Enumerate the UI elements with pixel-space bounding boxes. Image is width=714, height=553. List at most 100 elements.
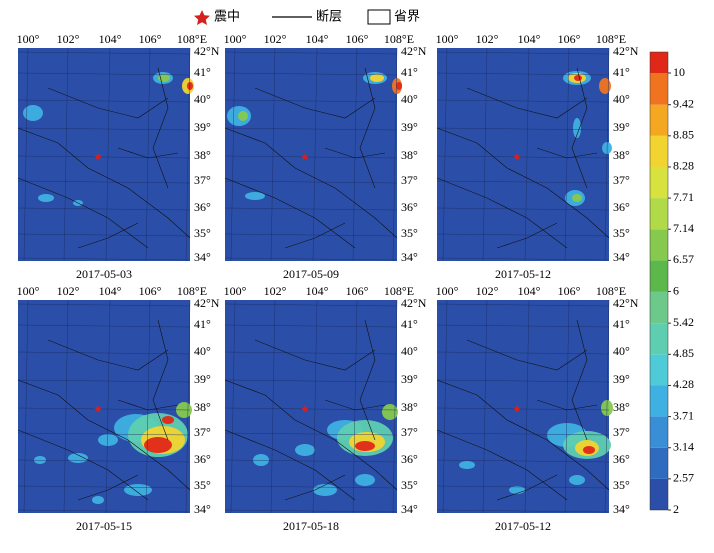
lon-label: 106°	[139, 32, 162, 46]
fault-line	[436, 177, 568, 249]
parallel	[224, 127, 398, 131]
map-panel: 100° 102° 104° 106° 108°E42°N 41° 40° 39° 38° 37°…	[436, 32, 639, 281]
epicenter	[513, 405, 521, 413]
fault-line	[47, 339, 169, 371]
parallel	[436, 509, 610, 513]
parallel	[17, 407, 191, 411]
anomaly	[370, 74, 384, 82]
fault-line	[536, 399, 598, 411]
lon-label: 100°	[436, 284, 459, 298]
anomaly	[124, 484, 152, 496]
parallel	[436, 324, 610, 328]
anomaly	[396, 82, 402, 90]
colorbar-label: 4.28	[673, 377, 694, 391]
panel-date: 2017-05-03	[76, 267, 132, 281]
parallel	[436, 485, 610, 489]
parallel	[17, 155, 191, 159]
lat-label: 37°	[401, 173, 418, 187]
lon-label: 104°	[306, 32, 329, 46]
fault-line	[254, 87, 376, 119]
parallel	[224, 99, 398, 103]
fault-line	[359, 319, 376, 441]
lat-label: 35°	[401, 226, 418, 240]
lon-label: 108°E	[177, 32, 207, 46]
colorbar-segment	[650, 135, 668, 167]
colorbar-label: 4.85	[673, 346, 694, 360]
fault-line	[571, 319, 588, 441]
colorbar-label: 9.42	[673, 96, 694, 110]
meridian	[442, 47, 448, 262]
parallel	[17, 72, 191, 76]
colorbar-label: 7.71	[673, 190, 694, 204]
fault-line	[17, 127, 191, 239]
lon-label: 106°	[346, 32, 369, 46]
meridian	[564, 47, 570, 262]
fault-line	[496, 222, 558, 249]
parallel	[436, 127, 610, 131]
lat-label: 42°N	[613, 44, 639, 58]
lat-label: 39°	[401, 372, 418, 386]
epicenter	[513, 153, 521, 161]
fault-line	[284, 222, 346, 249]
meridian	[185, 299, 191, 514]
anomaly	[313, 484, 337, 496]
lon-label: 108°E	[596, 284, 626, 298]
fault-line	[224, 379, 398, 491]
lat-label: 38°	[401, 400, 418, 414]
panel-date: 2017-05-12	[495, 519, 551, 533]
meridian	[23, 47, 29, 262]
anomaly	[509, 486, 525, 494]
meridian	[145, 299, 151, 514]
lon-label: 108°E	[384, 284, 414, 298]
parallel	[17, 485, 191, 489]
lat-label: 40°	[613, 92, 630, 106]
parallel	[224, 459, 398, 463]
lat-label: 38°	[194, 148, 211, 162]
anomaly	[162, 416, 174, 424]
lat-label: 40°	[613, 344, 630, 358]
colorbar-segment	[650, 323, 668, 355]
lat-label: 41°	[194, 65, 211, 79]
anomaly	[187, 82, 193, 90]
lat-label: 36°	[401, 200, 418, 214]
fault-line	[571, 67, 588, 189]
anomaly	[572, 194, 582, 202]
lat-label: 34°	[613, 250, 630, 264]
epicenter	[94, 405, 102, 413]
meridian	[392, 47, 398, 262]
parallel	[224, 303, 398, 307]
fault-line	[17, 379, 191, 491]
meridian	[145, 47, 151, 262]
lat-label: 41°	[194, 317, 211, 331]
colorbar-label: 6.57	[673, 252, 694, 266]
lon-label: 104°	[306, 284, 329, 298]
parallel	[224, 257, 398, 261]
colorbar-segment	[650, 291, 668, 324]
parallel	[224, 155, 398, 159]
parallel	[224, 432, 398, 436]
lat-label: 39°	[613, 372, 630, 386]
lon-label: 100°	[436, 32, 459, 46]
fault-line	[77, 474, 139, 501]
lon-label: 102°	[57, 32, 80, 46]
lat-label: 42°N	[401, 44, 427, 58]
parallel	[224, 509, 398, 513]
parallel	[17, 207, 191, 211]
meridian	[105, 47, 111, 262]
parallel	[17, 233, 191, 237]
parallel	[17, 127, 191, 131]
epicenter	[301, 405, 309, 413]
lat-label: 37°	[401, 425, 418, 439]
colorbar-label: 3.14	[673, 439, 694, 453]
parallel	[17, 432, 191, 436]
parallel	[436, 432, 610, 436]
anomaly	[583, 446, 595, 454]
colorbar-frame	[649, 51, 669, 511]
map-panel: 100° 102° 104° 106° 108°E42°N 41° 40° 39° 38° 37°…	[436, 284, 639, 533]
anomaly	[68, 453, 88, 463]
anomaly	[38, 194, 54, 202]
colorbar-segment	[650, 166, 668, 199]
lon-label: 108°E	[177, 284, 207, 298]
colorbar-segment	[650, 385, 668, 417]
